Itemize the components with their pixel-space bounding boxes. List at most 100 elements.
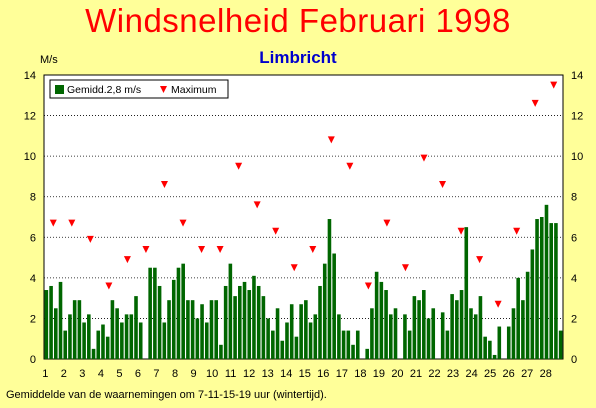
y-tick-label-left: 12 xyxy=(24,111,36,123)
y-tick-label-left: 10 xyxy=(24,151,36,163)
bar xyxy=(247,290,252,359)
x-tick-label: 21 xyxy=(410,368,422,380)
legend-entry-maximum: Maximum xyxy=(171,84,217,96)
bar xyxy=(271,330,275,359)
bar xyxy=(186,300,190,359)
bar xyxy=(280,340,285,359)
bar xyxy=(171,279,176,359)
maximum-marker xyxy=(364,282,372,290)
x-tick-label: 10 xyxy=(206,368,218,380)
x-tick-label: 19 xyxy=(373,368,385,380)
maximum-marker xyxy=(123,256,131,264)
bar xyxy=(200,304,204,359)
y-tick-label-right: 8 xyxy=(571,192,577,204)
bar xyxy=(77,300,82,359)
bar xyxy=(134,296,138,359)
bar xyxy=(308,322,313,359)
y-tick-label-right: 10 xyxy=(571,151,583,163)
bar xyxy=(351,344,355,359)
bar xyxy=(544,204,549,359)
maximum-marker xyxy=(309,245,317,253)
bar xyxy=(341,330,346,359)
y-tick-label-left: 2 xyxy=(30,313,36,325)
x-tick-label: 6 xyxy=(135,368,141,380)
bar xyxy=(115,308,119,359)
maximum-marker xyxy=(49,219,57,227)
x-tick-label: 16 xyxy=(317,368,329,380)
bar xyxy=(516,277,520,359)
bar xyxy=(426,318,431,359)
bar xyxy=(497,326,502,359)
maximum-marker xyxy=(86,235,94,243)
bar xyxy=(478,296,483,359)
x-tick-label: 24 xyxy=(465,368,477,380)
bar xyxy=(105,336,110,359)
bar xyxy=(403,314,407,359)
bar xyxy=(511,308,516,359)
bar xyxy=(346,330,351,359)
chart-subtitle: Limbricht xyxy=(259,48,337,67)
maximum-marker xyxy=(420,154,428,162)
y-axis-label: M/s xyxy=(40,54,58,66)
bar xyxy=(388,314,393,359)
x-tick-label: 12 xyxy=(243,368,255,380)
bar xyxy=(96,330,101,359)
bar xyxy=(455,300,459,359)
bar xyxy=(91,348,96,359)
legend-bar-swatch xyxy=(55,85,64,94)
x-tick-label: 5 xyxy=(116,368,122,380)
legend-entry-average: Gemidd.2,8 m/s xyxy=(67,84,141,96)
bar xyxy=(44,290,49,359)
bar xyxy=(242,281,247,359)
bar xyxy=(384,290,388,359)
y-tick-label-right: 4 xyxy=(571,273,577,285)
x-tick-label: 26 xyxy=(503,368,515,380)
bar xyxy=(209,300,214,359)
bar xyxy=(63,330,68,359)
x-tick-label: 15 xyxy=(299,368,311,380)
bar xyxy=(219,344,223,359)
x-tick-label: 1 xyxy=(42,368,48,380)
maximum-marker xyxy=(550,81,558,89)
bar xyxy=(313,314,318,359)
x-tick-label: 27 xyxy=(521,368,533,380)
legend: Gemidd.2,8 m/s Maximum xyxy=(49,79,229,99)
y-tick-label-left: 8 xyxy=(30,192,36,204)
bar xyxy=(488,340,492,359)
bar xyxy=(365,348,369,359)
bar xyxy=(318,285,322,359)
bar xyxy=(157,285,162,359)
bar xyxy=(120,322,124,359)
chart-footnote: Gemiddelde van de waarnemingen om 7-11-1… xyxy=(6,389,327,401)
bar xyxy=(87,314,91,359)
bar xyxy=(322,263,327,359)
maximum-marker xyxy=(142,245,150,253)
x-tick-label: 9 xyxy=(190,368,196,380)
bar xyxy=(407,330,412,359)
bar xyxy=(153,267,157,359)
bar xyxy=(72,300,77,359)
bar xyxy=(374,271,379,359)
maximum-marker xyxy=(494,300,502,308)
bar xyxy=(469,308,473,359)
maximum-marker xyxy=(439,181,447,189)
bar xyxy=(539,217,544,359)
y-tick-label-right: 14 xyxy=(571,70,583,82)
bar xyxy=(521,300,525,359)
bar xyxy=(525,271,530,359)
chart-title: Windsnelheid Februari 1998 xyxy=(85,2,511,39)
maximum-marker xyxy=(160,181,168,189)
bar xyxy=(167,300,171,359)
x-tick-label: 25 xyxy=(484,368,496,380)
bar xyxy=(68,314,72,359)
bar xyxy=(214,300,219,359)
bar xyxy=(393,308,398,359)
maximum-marker xyxy=(346,162,354,170)
x-tick-label: 13 xyxy=(262,368,274,380)
maximum-marker xyxy=(68,219,76,227)
x-tick-label: 28 xyxy=(540,368,552,380)
maximum-marker xyxy=(476,256,484,264)
bar xyxy=(148,267,152,359)
x-tick-label: 8 xyxy=(172,368,178,380)
